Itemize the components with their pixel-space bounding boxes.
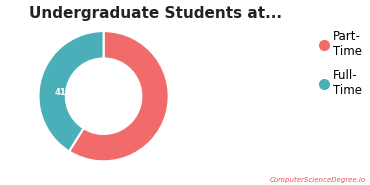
- Text: ComputerScienceDegree.io: ComputerScienceDegree.io: [270, 177, 366, 183]
- Text: 41.%: 41.%: [54, 88, 78, 97]
- Wedge shape: [69, 31, 169, 161]
- Legend: Part-
Time, Full-
Time: Part- Time, Full- Time: [319, 28, 364, 100]
- Text: Undergraduate Students at...: Undergraduate Students at...: [29, 6, 282, 21]
- Text: .1%: .1%: [124, 98, 142, 107]
- Wedge shape: [38, 31, 104, 151]
